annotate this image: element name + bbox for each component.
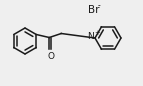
Text: +: + — [94, 30, 100, 36]
Text: N: N — [87, 32, 94, 41]
Text: -: - — [98, 1, 101, 10]
Text: O: O — [47, 52, 54, 61]
Text: Br: Br — [88, 5, 100, 15]
